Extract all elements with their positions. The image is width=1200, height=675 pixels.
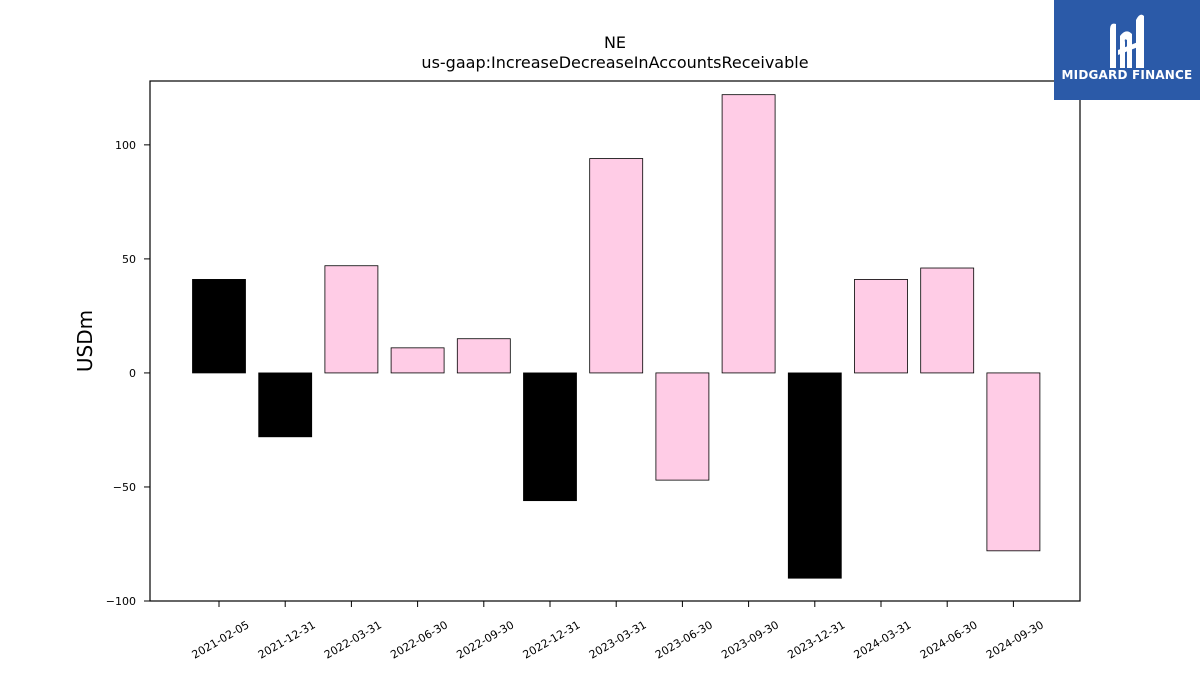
bar-2022-12-31 xyxy=(523,372,577,502)
bar-2023-06-30 xyxy=(655,372,710,481)
x-tick-label: 2023-09-30 xyxy=(719,618,781,661)
plot-frame xyxy=(149,80,1081,602)
brand-logo: MIDGARD FINANCE xyxy=(1054,0,1200,100)
logo-text: MIDGARD FINANCE xyxy=(1061,68,1193,82)
x-tick-label: 2022-03-31 xyxy=(322,618,384,661)
x-tick-label: 2022-12-31 xyxy=(521,618,583,661)
x-tick-label: 2024-09-30 xyxy=(984,618,1046,661)
bars-group xyxy=(192,94,1041,579)
bar-2024-06-30 xyxy=(920,267,975,374)
bar-2021-02-05 xyxy=(192,279,246,374)
bar-2022-03-31 xyxy=(324,265,379,374)
x-axis: 2021-02-05 2021-12-31 2022-03-31 2022-06-30… xyxy=(190,601,1046,662)
y-tick-label: −50 xyxy=(113,481,136,494)
bar-2023-03-31 xyxy=(589,158,644,374)
x-tick-label: 2021-02-05 xyxy=(190,618,252,661)
chart-subtitle: us-gaap:IncreaseDecreaseInAccountsReceiv… xyxy=(421,53,808,72)
x-tick-label: 2022-06-30 xyxy=(388,618,450,661)
x-tick-label: 2024-06-30 xyxy=(918,618,980,661)
x-tick-label: 2023-12-31 xyxy=(785,618,847,661)
bar-2023-09-30 xyxy=(721,94,776,374)
bar-2022-06-30 xyxy=(390,347,445,374)
bar-2024-09-30 xyxy=(986,372,1041,552)
x-tick-label: 2023-06-30 xyxy=(653,618,715,661)
y-tick-label: −100 xyxy=(106,595,136,608)
bar-2021-12-31 xyxy=(258,372,313,438)
y-tick-label: 100 xyxy=(115,139,136,152)
y-tick-label: 50 xyxy=(122,253,136,266)
bar-2024-03-31 xyxy=(854,279,908,374)
bar-2022-09-30 xyxy=(456,338,511,374)
x-tick-label: 2021-12-31 xyxy=(256,618,318,661)
y-axis-label: USDm xyxy=(73,310,97,372)
y-tick-label: 0 xyxy=(129,367,136,380)
x-tick-label: 2024-03-31 xyxy=(852,618,914,661)
x-tick-label: 2023-03-31 xyxy=(587,618,649,661)
logo-mark-icon xyxy=(1110,14,1144,69)
x-tick-label: 2022-09-30 xyxy=(454,618,516,661)
chart-title: NE xyxy=(604,33,626,52)
bar-2023-12-31 xyxy=(787,372,842,579)
y-axis: −100 −50 0 50 100 xyxy=(106,139,150,608)
